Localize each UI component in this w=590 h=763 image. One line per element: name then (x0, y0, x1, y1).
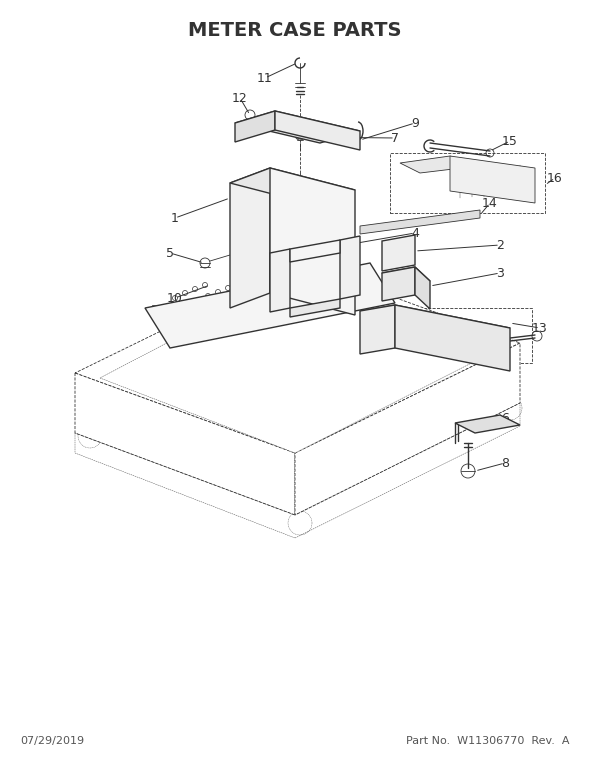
Text: 2: 2 (496, 239, 504, 252)
Polygon shape (360, 305, 395, 354)
Polygon shape (400, 156, 470, 173)
Polygon shape (270, 249, 290, 312)
Polygon shape (145, 263, 395, 348)
Bar (390, 153, 545, 213)
Text: 15: 15 (502, 134, 518, 147)
Polygon shape (360, 305, 510, 334)
Circle shape (200, 258, 210, 268)
Polygon shape (290, 299, 340, 317)
Polygon shape (295, 343, 520, 515)
Text: Part No.  W11306770  Rev.  A: Part No. W11306770 Rev. A (407, 736, 570, 746)
Text: 10: 10 (167, 291, 183, 304)
Polygon shape (290, 240, 340, 262)
Circle shape (461, 464, 475, 478)
Text: METER CASE PARTS: METER CASE PARTS (188, 21, 402, 40)
Bar (155, 306, 167, 313)
Polygon shape (230, 168, 270, 308)
Text: 07/29/2019: 07/29/2019 (20, 736, 84, 746)
Circle shape (245, 110, 255, 120)
Polygon shape (100, 273, 497, 453)
Text: 1: 1 (171, 211, 179, 224)
Polygon shape (360, 210, 480, 234)
Polygon shape (235, 111, 275, 142)
Polygon shape (75, 263, 520, 453)
Text: 14: 14 (482, 197, 498, 210)
Polygon shape (455, 415, 520, 433)
Circle shape (295, 130, 305, 140)
Text: 11: 11 (257, 72, 273, 85)
Text: 13: 13 (532, 321, 548, 334)
Text: 8: 8 (501, 456, 509, 469)
Polygon shape (235, 111, 360, 143)
Polygon shape (270, 168, 355, 315)
Text: 6: 6 (501, 411, 509, 424)
Polygon shape (340, 236, 360, 299)
Polygon shape (395, 305, 510, 371)
Polygon shape (415, 267, 430, 309)
Bar (152, 305, 170, 315)
Circle shape (532, 331, 542, 341)
Polygon shape (230, 168, 355, 205)
Text: 4: 4 (411, 227, 419, 240)
Polygon shape (382, 235, 415, 271)
Polygon shape (75, 373, 295, 515)
Polygon shape (275, 111, 360, 150)
Text: 16: 16 (547, 172, 563, 185)
Polygon shape (382, 267, 430, 287)
Text: 3: 3 (496, 266, 504, 279)
Polygon shape (450, 156, 535, 203)
Bar (357, 308, 532, 363)
Text: 7: 7 (391, 131, 399, 144)
Polygon shape (382, 267, 415, 301)
Text: 12: 12 (232, 92, 248, 105)
Text: 5: 5 (166, 246, 174, 259)
Text: 9: 9 (411, 117, 419, 130)
